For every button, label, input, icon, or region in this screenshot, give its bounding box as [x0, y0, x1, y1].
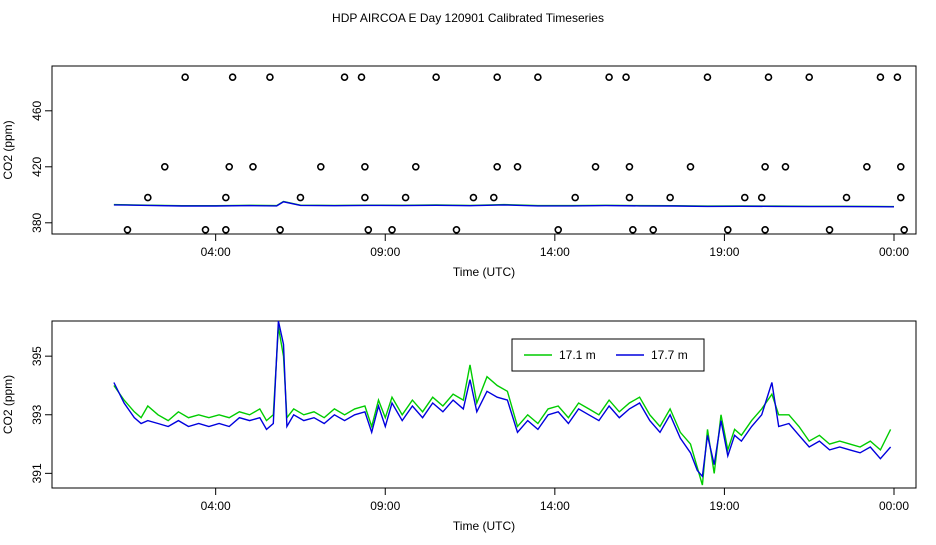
series-line-1: [113, 201, 895, 208]
x-tick-label: 09:00: [370, 245, 400, 259]
data-point: [401, 193, 410, 202]
data-point: [469, 193, 478, 202]
data-point: [228, 73, 237, 81]
data-layer: [113, 73, 908, 234]
data-point: [781, 163, 790, 171]
data-point: [740, 193, 749, 202]
data-point: [876, 73, 885, 81]
data-point: [201, 226, 210, 234]
data-point: [296, 193, 305, 202]
data-point: [900, 226, 908, 234]
x-axis-label: Time (UTC): [453, 265, 515, 279]
data-point: [896, 193, 905, 202]
data-point: [591, 163, 600, 171]
data-point: [571, 193, 579, 202]
data-point: [724, 226, 732, 234]
data-point: [757, 193, 766, 202]
data-point: [896, 163, 905, 171]
data-point: [225, 163, 234, 171]
data-point: [493, 163, 501, 171]
data-point: [452, 226, 461, 234]
data-point: [361, 163, 369, 171]
chart-title: HDP AIRCOA E Day 120901 Calibrated Times…: [332, 11, 604, 25]
data-point: [764, 73, 773, 81]
data-point: [222, 193, 230, 202]
x-tick-label: 19:00: [709, 499, 739, 513]
data-point: [160, 163, 169, 171]
data-point: [534, 73, 542, 81]
y-tick-label: 391: [30, 463, 44, 483]
data-point: [266, 73, 274, 81]
data-point: [493, 73, 501, 81]
x-tick-label: 19:00: [709, 245, 739, 259]
y-tick-label: 393: [30, 404, 44, 424]
data-point: [761, 163, 769, 171]
x-tick-label: 14:00: [540, 499, 570, 513]
data-point: [357, 73, 366, 81]
data-point: [605, 73, 613, 81]
upper-plot: 04:00 09:00 14:00 19:00 00:00 380 420 460 Time (…: [1, 65, 917, 279]
y-axis-label: CO2 (ppm): [1, 120, 15, 179]
series-line-17-1-m: [113, 326, 892, 486]
x-tick-label: 14:00: [540, 245, 570, 259]
data-point: [144, 193, 152, 202]
x-tick-label: 04:00: [201, 499, 231, 513]
data-point: [649, 226, 657, 234]
data-point: [629, 226, 637, 234]
y-tick-label: 380: [30, 212, 44, 232]
data-point: [388, 226, 396, 234]
y-tick-label: 420: [30, 156, 44, 176]
data-point: [622, 73, 630, 81]
data-point: [361, 193, 369, 202]
data-point: [340, 73, 349, 81]
y-tick-label: 460: [30, 100, 44, 120]
data-point: [625, 163, 634, 171]
data-point: [432, 73, 440, 81]
data-point: [666, 193, 674, 202]
x-tick-label: 04:00: [201, 245, 231, 259]
data-point: [554, 226, 563, 234]
x-tick-label: 00:00: [879, 499, 909, 513]
data-point: [893, 73, 902, 81]
y-axis-label: CO2 (ppm): [1, 375, 15, 434]
legend-label: 17.7 m: [651, 348, 688, 362]
x-axis-label: Time (UTC): [453, 519, 515, 533]
data-point: [761, 226, 769, 234]
data-point: [842, 193, 851, 202]
data-point: [123, 226, 132, 234]
data-point: [489, 193, 498, 202]
y-tick-label: 395: [30, 346, 44, 366]
data-point: [411, 163, 420, 171]
data-point: [625, 193, 634, 202]
data-point: [364, 226, 373, 234]
plot-frame-2: [51, 320, 917, 489]
data-point: [703, 73, 712, 81]
data-point: [181, 73, 189, 81]
legend-label: 17.1 m: [559, 348, 596, 362]
data-point: [513, 163, 522, 171]
data-point: [276, 226, 284, 234]
data-layer: [113, 321, 892, 486]
data-point: [686, 163, 695, 171]
x-tick-label: 00:00: [879, 245, 909, 259]
series-line-17-7-m: [113, 321, 892, 478]
data-point: [863, 163, 871, 171]
data-point: [825, 226, 834, 234]
data-point: [805, 73, 814, 81]
data-point: [317, 163, 325, 171]
lower-plot: 04:00 09:00 14:00 19:00 00:00 391 393 395 Time (…: [1, 320, 917, 533]
plot-frame-1: [51, 65, 917, 235]
data-point: [249, 163, 257, 171]
x-tick-label: 09:00: [370, 499, 400, 513]
data-point: [222, 226, 230, 234]
